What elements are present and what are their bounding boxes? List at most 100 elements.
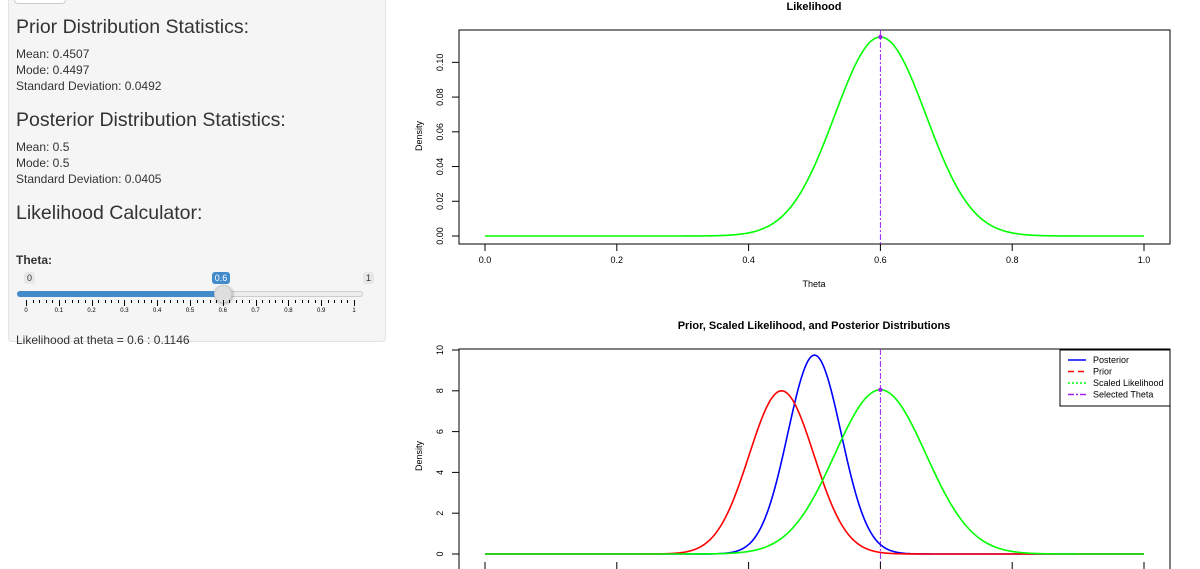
slider-grid-minor-tick	[281, 300, 283, 303]
c2-y-tick-label: 0	[435, 551, 445, 556]
slider-grid-tick	[58, 300, 60, 306]
slider-grid-minor-tick	[117, 300, 119, 303]
slider-grid-minor-tick	[249, 300, 251, 303]
chart2-legend-box	[1059, 349, 1171, 407]
prior-mode: Mode: 0.4497	[16, 63, 90, 77]
slider-grid-minor-tick	[196, 300, 198, 303]
chart1-xlabel: Theta	[802, 279, 825, 289]
slider-grid-minor-tick	[85, 300, 87, 303]
slider-grid-tick	[255, 300, 257, 306]
slider-max-label: 1	[363, 272, 375, 284]
c1-x-tick-label: 0.2	[611, 255, 624, 265]
slider-grid-label: 0.5	[185, 308, 195, 314]
slider-grid-minor-tick	[98, 300, 100, 303]
c1-y-tick-label: 0.10	[435, 54, 445, 72]
likelihood-chart: Likelihood 0.00 0.02 0.04 0.06 0.08 0.10 0.0 0.…	[414, 1, 1171, 289]
c2-theta-marker	[878, 387, 883, 392]
slider-grid-minor-tick	[235, 300, 237, 303]
slider-grid-minor-tick	[203, 300, 205, 303]
slider-grid-minor-tick	[301, 300, 303, 303]
slider-grid-tick	[222, 300, 224, 306]
slider-grid-minor-tick	[104, 300, 106, 303]
slider-grid-minor-tick	[314, 300, 316, 303]
c2-y-tick-label: 6	[435, 429, 445, 434]
slider-grid: 0 0.1 0.2 0.3 0.4 0.5 0.6 0.7 0.8 0.9 1	[17, 300, 377, 320]
c2-y-tick-label: 10	[435, 345, 445, 355]
slider-grid-minor-tick	[294, 300, 296, 303]
c1-y-tick-label: 0.00	[435, 227, 445, 245]
chart2-title: Prior, Scaled Likelihood, and Posterior …	[678, 320, 951, 332]
slider-grid-minor-tick	[170, 300, 172, 303]
c1-x-tick-label: 0.6	[874, 255, 887, 265]
slider-grid-label: 0.3	[120, 308, 129, 314]
slider-grid-label: 1	[352, 308, 356, 314]
slider-grid-minor-tick	[176, 300, 178, 303]
posterior-mean: Mean: 0.5	[16, 140, 70, 154]
chart2-legend-label: Posterior	[1093, 355, 1129, 365]
slider-grid-minor-tick	[39, 300, 41, 303]
slider-grid-minor-tick	[52, 300, 54, 303]
slider-grid-minor-tick	[262, 300, 264, 303]
slider-grid-minor-tick	[130, 300, 132, 303]
sidebar-panel	[8, 0, 386, 342]
c1-y-tick-label: 0.08	[435, 88, 445, 106]
chart1-plot-box	[458, 29, 1171, 245]
c1-theta-marker	[878, 34, 883, 40]
slider-grid-label: 0.2	[87, 308, 96, 314]
slider-grid-minor-tick	[45, 300, 47, 303]
slider-grid-tick	[26, 300, 27, 306]
c1-x-tick-label: 0.4	[742, 255, 755, 265]
slider-grid-minor-tick	[163, 300, 165, 303]
likelihood-result: Likelihood at theta = 0.6 : 0.1146	[16, 333, 190, 347]
slider-grid-tick	[354, 300, 355, 306]
slider-grid-tick	[288, 300, 290, 306]
slider-grid-label: 0	[24, 308, 28, 314]
slider-grid-minor-tick	[268, 300, 270, 303]
slider-grid-minor-tick	[340, 300, 342, 303]
prior-sd: Standard Deviation: 0.0492	[16, 79, 162, 93]
chart2-legend-label: Selected Theta	[1093, 390, 1153, 400]
c1-x-tick-label: 0.0	[479, 255, 492, 265]
slider-grid-minor-tick	[32, 300, 34, 303]
distributions-chart: Prior, Scaled Likelihood, and Posterior …	[414, 320, 1171, 569]
likelihood-calculator-title: Likelihood Calculator:	[16, 202, 203, 224]
slider-grid-minor-tick	[65, 300, 67, 303]
c1-y-tick-label: 0.06	[435, 123, 445, 141]
slider-grid-minor-tick	[71, 300, 73, 303]
slider-grid-tick	[124, 300, 126, 306]
slider-grid-label: 0.6	[218, 308, 227, 314]
slider-grid-tick	[157, 300, 159, 306]
chart2-legend-label: Prior	[1093, 367, 1112, 377]
slider-grid-minor-tick	[216, 300, 218, 303]
c2-y-tick-label: 2	[435, 511, 445, 516]
slider-value-label: 0.6	[211, 272, 231, 284]
slider-grid-minor-tick	[137, 300, 139, 303]
chart2-plot-box	[458, 348, 1171, 569]
slider-grid-label: 0.8	[284, 308, 293, 314]
c2-y-tick-label: 4	[435, 470, 445, 475]
slider-grid-minor-tick	[347, 300, 349, 303]
slider-grid-minor-tick	[334, 300, 336, 303]
slider-grid-minor-tick	[78, 300, 80, 303]
slider-grid-minor-tick	[327, 300, 329, 303]
slider-grid-tick	[321, 300, 323, 306]
slider-grid-minor-tick	[275, 300, 277, 303]
c1-series-likelihood	[485, 36, 1144, 237]
sidebar-top-button[interactable]	[14, 0, 66, 4]
c1-y-tick-label: 0.04	[435, 158, 445, 176]
chart1-ylabel: Density	[414, 120, 424, 151]
posterior-mode: Mode: 0.5	[16, 156, 70, 170]
slider-grid-minor-tick	[308, 300, 310, 303]
slider-grid-minor-tick	[242, 300, 244, 303]
c2-series-scaled-likelihood	[485, 388, 1144, 555]
slider-grid-label: 0.7	[251, 308, 260, 314]
posterior-stats-title: Posterior Distribution Statistics:	[16, 109, 286, 131]
posterior-sd: Standard Deviation: 0.0405	[16, 172, 162, 186]
chart2-legend-label: Scaled Likelihood	[1093, 378, 1164, 388]
slider-grid-label: 0.9	[317, 308, 326, 314]
c1-x-tick-label: 0.8	[1006, 255, 1019, 265]
chart2-ylabel: Density	[414, 440, 424, 471]
slider-grid-minor-tick	[209, 300, 211, 303]
slider-grid-minor-tick	[229, 300, 231, 303]
theta-slider-label: Theta:	[16, 253, 52, 267]
